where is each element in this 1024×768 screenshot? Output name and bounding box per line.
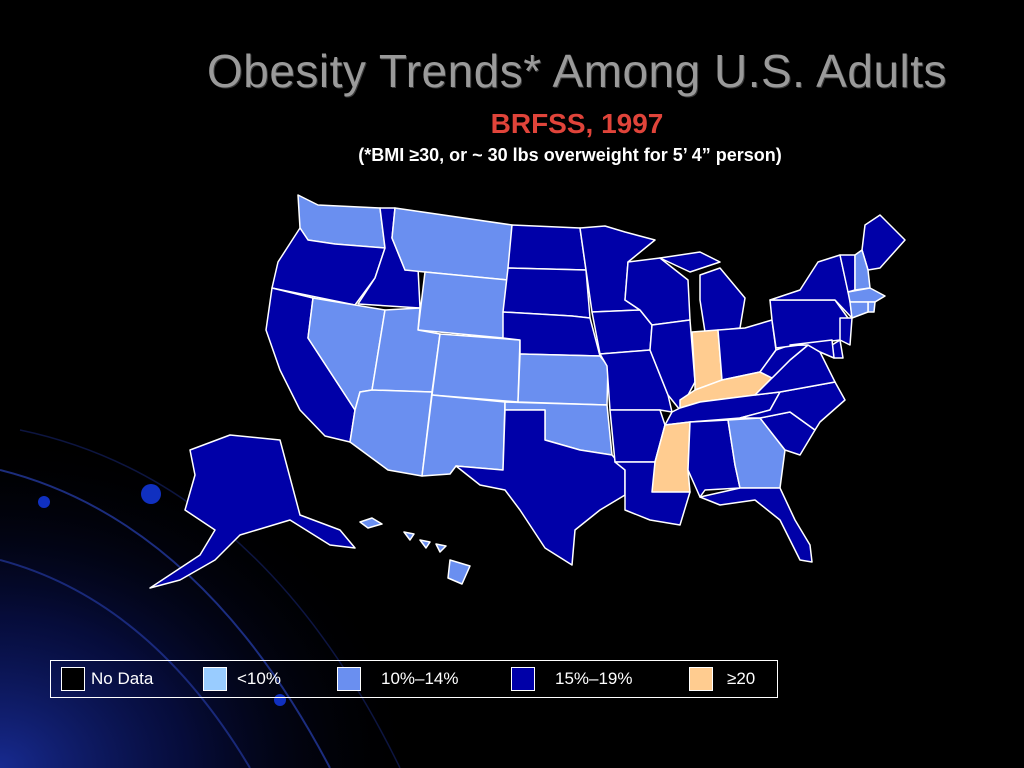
legend-swatch-lt10: [203, 667, 227, 691]
legend-label-lt10: <10%: [237, 669, 281, 688]
state-md: [789, 339, 835, 359]
state-tx: [455, 409, 626, 566]
state-nd: [507, 224, 587, 271]
legend-label-10-14: 10%–14%: [381, 669, 459, 688]
legend-item-ge20: ≥20: [689, 661, 755, 697]
state-fl: [699, 487, 813, 563]
state-ri: [867, 301, 876, 313]
legend-swatch-15-19: [511, 667, 535, 691]
state-mt: [391, 207, 513, 281]
state-nh: [854, 249, 871, 291]
map-legend: No Data <10% 10%–14% 15%–19% ≥20: [50, 660, 778, 698]
state-ct: [849, 301, 869, 319]
state-me: [861, 214, 906, 271]
state-ma: [847, 287, 886, 303]
state-ks: [517, 353, 609, 406]
legend-swatch-10-14: [337, 667, 361, 691]
state-az: [349, 389, 433, 477]
state-hi: [359, 517, 471, 585]
legend-item-lt10: <10%: [203, 661, 281, 697]
legend-label-ge20: ≥20: [727, 669, 756, 688]
legend-item-15-19: 15%–19%: [511, 661, 633, 697]
bmi-footnote: (*BMI ≥30, or ~ 30 lbs overweight for 5’…: [358, 145, 782, 165]
legend-item-10-14: 10%–14%: [337, 661, 459, 697]
legend-label-no-data: No Data: [91, 669, 154, 688]
state-nj: [839, 317, 853, 346]
state-wy: [417, 271, 509, 339]
state-nm: [421, 394, 506, 477]
legend-item-no-data: No Data: [61, 661, 153, 697]
state-ak: [149, 434, 356, 589]
slide-title: Obesity Trends* Among U.S. Adults: [206, 45, 948, 97]
slide-subtitle: BRFSS, 1997: [490, 108, 664, 139]
state-co: [431, 333, 521, 403]
state-ia: [591, 309, 653, 355]
state-pa: [769, 299, 849, 349]
state-sd: [502, 267, 591, 319]
legend-swatch-ge20: [689, 667, 713, 691]
legend-swatch-no-data: [61, 667, 85, 691]
legend-label-15-19: 15%–19%: [555, 669, 633, 688]
